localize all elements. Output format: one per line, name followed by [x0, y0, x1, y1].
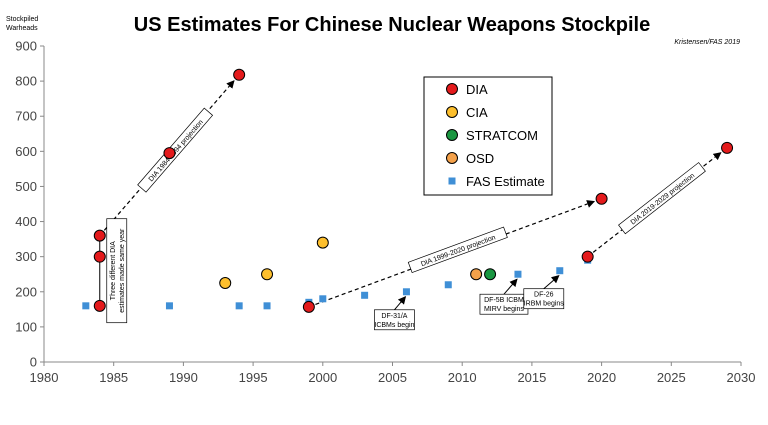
fas-estimate-point — [361, 291, 369, 299]
callout-line2: IRBM begins — [524, 301, 565, 308]
annotations: Three different DIA estimates made same y… — [99, 218, 565, 331]
x-tick-label: 1980 — [30, 370, 59, 385]
x-tick-label: 2000 — [308, 370, 337, 385]
fas-estimate-point — [319, 295, 327, 303]
y-tick-label: 200 — [15, 284, 37, 299]
fas-estimate-point — [402, 288, 410, 296]
legend-label-cia: CIA — [466, 105, 488, 120]
fas-estimate-point — [82, 302, 90, 310]
chart-title: US Estimates For Chinese Nuclear Weapons… — [134, 14, 650, 36]
x-tick-label: 2025 — [657, 370, 686, 385]
fas-estimate-point — [514, 270, 522, 278]
legend-marker-stratcom — [446, 129, 458, 141]
y-tick-label: 800 — [15, 74, 37, 89]
dia-point — [93, 250, 106, 263]
y-tick-label: 600 — [15, 144, 37, 159]
x-tick-label: 2005 — [378, 370, 407, 385]
dia-point — [233, 68, 246, 81]
y-tick-label: 400 — [15, 214, 37, 229]
three-dia-note-line1: Three different DIA — [110, 241, 117, 300]
y-tick-label: 900 — [15, 39, 37, 54]
y-tick-label: 100 — [15, 319, 37, 334]
legend-box — [423, 76, 553, 196]
legend-marker-osd — [446, 152, 458, 164]
y-axis-label-line1: Stockpiled — [6, 16, 38, 23]
x-tick-label: 1990 — [169, 370, 198, 385]
callout-line1: DF-31/A — [381, 313, 407, 320]
legend: DIA CIA STRATCOM OSD FAS Estimate — [423, 76, 553, 196]
osd-point — [470, 268, 483, 281]
legend-label-dia: DIA — [466, 82, 488, 97]
callout-arrow — [394, 296, 407, 311]
legend-marker-fas-estimate — [448, 177, 456, 185]
dia-point — [93, 299, 106, 312]
legend-marker-dia — [446, 83, 458, 95]
x-tick-label: 2015 — [517, 370, 546, 385]
callout-line1: DF-5B ICBM — [484, 297, 524, 304]
legend-label-fas-estimate: FAS Estimate — [466, 174, 545, 189]
callout-line2: ICBMs begin — [374, 322, 414, 329]
y-tick-label: 500 — [15, 179, 37, 194]
x-tick-label: 2020 — [587, 370, 616, 385]
callout-box — [523, 288, 565, 310]
projection-label-box — [407, 226, 508, 274]
dia-point — [302, 300, 315, 313]
x-tick-label: 1985 — [99, 370, 128, 385]
y-tick-label: 0 — [30, 355, 37, 370]
cia-point — [316, 236, 329, 249]
projection-label-box — [618, 162, 706, 235]
y-tick-label: 700 — [15, 109, 37, 124]
x-tick-label: 1995 — [239, 370, 268, 385]
projection-label-box — [137, 107, 214, 193]
y-tick-label: 300 — [15, 249, 37, 264]
three-dia-note-box — [106, 218, 128, 324]
axes: 0 100 200 300 400 500 600 700 800 900 1980 1985 1990… — [15, 39, 755, 386]
chart-credit: Kristensen/FAS 2019 — [674, 39, 740, 46]
fas-estimate-point — [556, 267, 564, 275]
legend-label-osd: OSD — [466, 151, 494, 166]
legend-label-stratcom: STRATCOM — [466, 128, 538, 143]
fas-estimate-point — [444, 281, 452, 289]
fas-estimate-point — [263, 302, 271, 310]
dia-point — [581, 250, 594, 263]
x-tick-label: 2010 — [448, 370, 477, 385]
three-dia-note: Three different DIA estimates made same y… — [106, 218, 128, 324]
fas-estimate-point — [235, 302, 243, 310]
callout-arrow — [503, 278, 518, 295]
legend-marker-cia — [446, 106, 458, 118]
dia-point — [93, 229, 106, 242]
callout-arrow — [543, 275, 560, 290]
data-points — [82, 68, 734, 313]
y-axis-label-line2: Warheads — [6, 25, 38, 32]
stratcom-point — [484, 268, 497, 281]
three-dia-note-line2: estimates made same year — [119, 228, 126, 313]
cia-point — [261, 268, 274, 281]
dia-point — [721, 141, 734, 154]
cia-point — [219, 277, 232, 289]
dia-point — [595, 192, 608, 205]
callout-box — [374, 309, 415, 331]
fas-estimate-point — [165, 302, 173, 310]
callout-line2: MIRV begins — [484, 306, 524, 313]
callout-line1: DF-26 — [534, 292, 554, 299]
dia-point — [163, 147, 176, 160]
x-tick-label: 2030 — [727, 370, 756, 385]
